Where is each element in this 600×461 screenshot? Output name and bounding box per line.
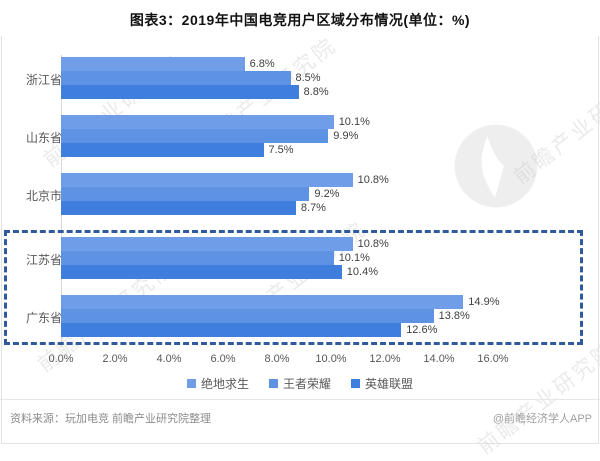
bar-row: 9.9% (61, 129, 358, 143)
category-label: 江苏省 (26, 253, 63, 267)
bar-英雄联盟 (61, 143, 264, 157)
bar-value-label: 12.6% (406, 324, 438, 336)
bar-row: 10.1% (61, 115, 370, 129)
bar-row: 12.6% (61, 323, 437, 337)
x-tick-label: 10.0% (315, 353, 347, 365)
x-tick-label: 14.0% (423, 353, 455, 365)
bar-value-label: 7.5% (268, 144, 294, 156)
legend-swatch-icon (186, 379, 196, 388)
x-tick-label: 2.0% (102, 353, 128, 365)
legend-label: 英雄联盟 (365, 377, 414, 391)
x-tick-label: 12.0% (369, 353, 401, 365)
bar-row: 6.8% (61, 57, 275, 71)
bar-row: 13.8% (61, 309, 470, 323)
x-tick-label: 0.0% (48, 353, 74, 365)
bar-row: 8.7% (61, 201, 326, 215)
category-label: 浙江省 (26, 73, 63, 87)
x-tick-label: 8.0% (264, 353, 290, 365)
category-label: 北京市 (26, 189, 63, 203)
bar-row: 10.1% (61, 251, 370, 265)
bar-英雄联盟 (61, 323, 402, 337)
bar-value-label: 10.8% (357, 174, 389, 186)
bar-value-label: 10.1% (338, 252, 370, 264)
bar-row: 14.9% (61, 295, 500, 309)
x-tick-label: 16.0% (477, 353, 509, 365)
bar-绝地求生 (61, 173, 353, 187)
legend-label: 绝地求生 (200, 377, 249, 391)
bar-row: 8.5% (61, 71, 321, 85)
watermark-text: 前瞻产业研究院 (509, 67, 600, 189)
bar-王者荣耀 (61, 309, 434, 323)
bar-绝地求生 (61, 237, 353, 251)
source-note: 资料来源：玩加电竞 前瞻产业研究院整理 (10, 413, 212, 425)
x-tick-label: 6.0% (210, 353, 236, 365)
bar-绝地求生 (61, 295, 464, 309)
category-label: 山东省 (26, 131, 63, 145)
category-label: 广东省 (26, 311, 63, 325)
chart-legend: 绝地求生 王者荣耀 英雄联盟 (0, 375, 600, 392)
chart-title: 图表3：2019年中国电竞用户区域分布情况(单位：%) (129, 12, 471, 28)
bar-绝地求生 (61, 57, 245, 71)
bar-英雄联盟 (61, 85, 299, 99)
bar-row: 8.8% (61, 85, 329, 99)
bar-王者荣耀 (61, 187, 310, 201)
bar-绝地求生 (61, 115, 334, 129)
legend-item: 王者荣耀 (268, 375, 331, 392)
x-tick-label: 4.0% (156, 353, 182, 365)
bar-value-label: 8.7% (300, 202, 326, 214)
bar-英雄联盟 (61, 201, 296, 215)
bar-value-label: 6.8% (249, 58, 275, 70)
bar-王者荣耀 (61, 71, 291, 85)
bar-王者荣耀 (61, 251, 334, 265)
legend-item: 绝地求生 (186, 375, 249, 392)
bar-row: 7.5% (61, 143, 294, 157)
highlight-dashed-box (4, 230, 583, 345)
bar-value-label: 9.2% (314, 188, 340, 200)
footer-divider (0, 399, 600, 400)
bar-value-label: 8.5% (295, 72, 321, 84)
legend-swatch-icon (268, 379, 278, 388)
bar-value-label: 10.8% (357, 238, 389, 250)
bar-row: 10.4% (61, 265, 378, 279)
legend-label: 王者荣耀 (282, 377, 331, 391)
bar-value-label: 13.8% (438, 310, 470, 322)
qianzhan-logo-watermark-icon (452, 122, 540, 210)
footer: 资料来源：玩加电竞 前瞻产业研究院整理 @前瞻经济学人APP (10, 410, 592, 426)
brand-credit: @前瞻经济学人APP (492, 413, 592, 425)
bar-row: 10.8% (61, 237, 389, 251)
bar-value-label: 10.1% (338, 116, 370, 128)
bar-value-label: 14.9% (468, 296, 500, 308)
legend-item: 英雄联盟 (351, 375, 413, 392)
bar-value-label: 8.8% (303, 86, 329, 98)
bar-王者荣耀 (61, 129, 329, 143)
bar-英雄联盟 (61, 265, 342, 279)
bar-row: 10.8% (61, 173, 389, 187)
bar-value-label: 9.9% (333, 130, 359, 142)
bar-value-label: 10.4% (346, 266, 378, 278)
bar-row: 9.2% (61, 187, 339, 201)
legend-swatch-icon (351, 379, 360, 388)
